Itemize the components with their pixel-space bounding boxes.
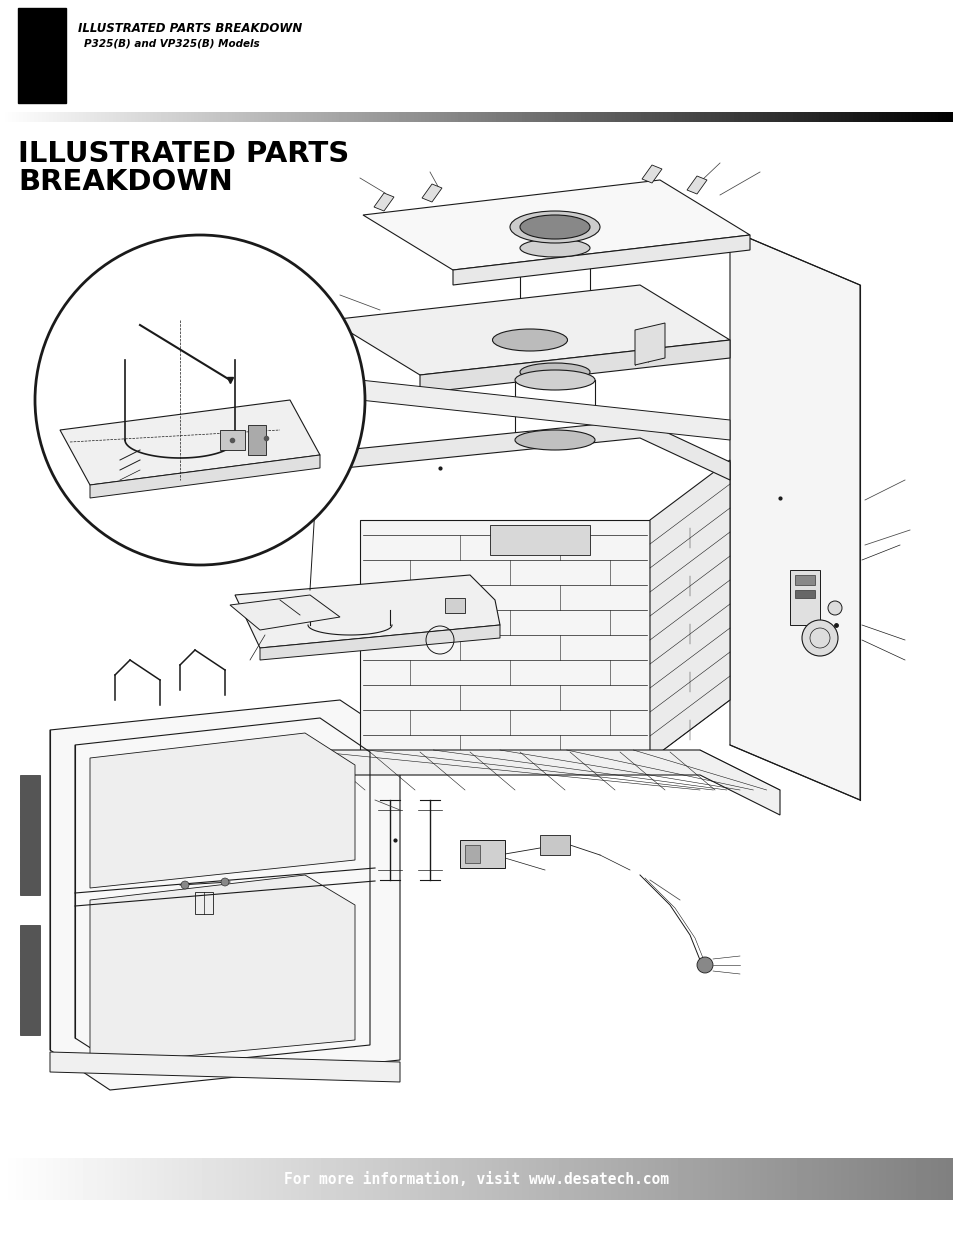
Bar: [490, 525, 589, 555]
Polygon shape: [299, 750, 780, 815]
Bar: [459, 840, 504, 868]
Bar: [220, 430, 245, 450]
Ellipse shape: [519, 363, 589, 382]
Circle shape: [35, 235, 365, 564]
Polygon shape: [729, 230, 859, 800]
Bar: [539, 835, 569, 855]
Polygon shape: [294, 370, 359, 405]
Bar: [794, 590, 814, 598]
Bar: [194, 892, 213, 914]
Text: P325(B) and VP325(B) Models: P325(B) and VP325(B) Models: [84, 38, 259, 48]
Circle shape: [801, 620, 837, 656]
Polygon shape: [20, 925, 40, 1035]
Ellipse shape: [510, 211, 599, 243]
Circle shape: [697, 957, 712, 973]
Text: ILLUSTRATED PARTS: ILLUSTRATED PARTS: [18, 140, 349, 168]
Ellipse shape: [519, 240, 589, 257]
Polygon shape: [90, 734, 355, 888]
Bar: [464, 845, 479, 863]
Polygon shape: [60, 400, 319, 485]
Polygon shape: [374, 193, 394, 211]
Bar: [18, 7, 66, 103]
Circle shape: [221, 878, 229, 885]
Polygon shape: [649, 459, 729, 760]
Polygon shape: [421, 184, 441, 203]
Ellipse shape: [515, 430, 595, 450]
Polygon shape: [419, 340, 729, 393]
Polygon shape: [686, 177, 706, 194]
Polygon shape: [363, 180, 749, 270]
Text: For more information, visit www.desatech.com: For more information, visit www.desatech…: [284, 1172, 669, 1187]
Bar: [248, 425, 266, 454]
Polygon shape: [294, 420, 729, 480]
Polygon shape: [260, 625, 499, 659]
Polygon shape: [635, 324, 664, 366]
Polygon shape: [453, 235, 749, 285]
Circle shape: [827, 601, 841, 615]
Bar: [789, 571, 820, 625]
Polygon shape: [90, 454, 319, 498]
Polygon shape: [50, 700, 399, 1091]
Ellipse shape: [515, 370, 595, 390]
Polygon shape: [90, 876, 355, 1065]
Polygon shape: [641, 165, 661, 183]
Polygon shape: [230, 595, 339, 630]
Ellipse shape: [492, 329, 567, 351]
Polygon shape: [234, 576, 499, 648]
Polygon shape: [330, 285, 729, 375]
Polygon shape: [20, 776, 40, 895]
Bar: [444, 598, 464, 613]
Text: ILLUSTRATED PARTS BREAKDOWN: ILLUSTRATED PARTS BREAKDOWN: [78, 22, 302, 35]
Text: BREAKDOWN: BREAKDOWN: [18, 168, 233, 196]
Bar: [794, 576, 814, 585]
Polygon shape: [359, 520, 649, 760]
Circle shape: [181, 881, 189, 889]
Polygon shape: [50, 1052, 399, 1082]
Polygon shape: [294, 380, 729, 440]
Ellipse shape: [519, 215, 589, 240]
